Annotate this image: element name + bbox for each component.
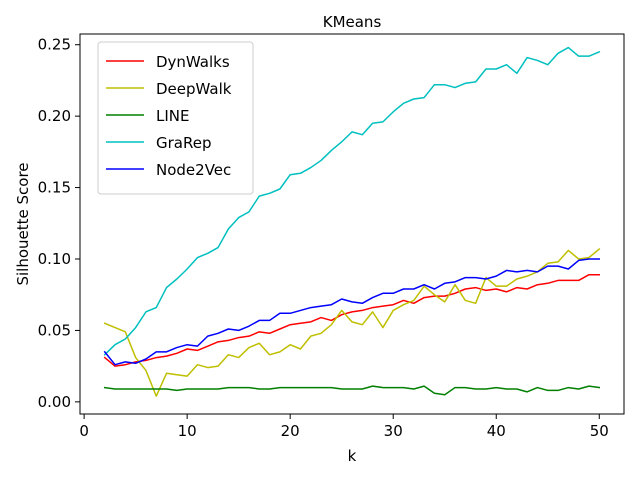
y-tick-label: 0.25 [38,36,71,54]
x-tick-label: 30 [384,422,403,440]
y-tick-label: 0.20 [38,107,71,125]
legend-label-dynwalks: DynWalks [156,53,230,71]
series-line-dynwalks [103,273,601,367]
y-tick-label: 0.05 [38,321,71,339]
series-line-node2vec [103,258,601,366]
plot-frame [79,33,625,415]
x-axis-ticks: 0 10 20 30 40 50 [79,414,609,440]
y-axis-label: Silhouette Score [14,162,32,285]
legend-box [97,41,254,195]
x-tick-label: 50 [590,422,609,440]
series-line-grarep [103,46,601,356]
legend-label-deepwalk: DeepWalk [156,80,232,98]
x-tick-label: 10 [178,422,197,440]
series-line-line [103,385,601,396]
y-tick-label: 0.15 [38,179,71,197]
x-tick-label: 20 [281,422,300,440]
legend-label-node2vec: Node2Vec [156,161,231,179]
legend: DynWalks DeepWalk LINE GraRep Node2Vec [97,41,254,195]
series-layer [103,46,601,397]
legend-label-grarep: GraRep [156,134,211,152]
chart-title: KMeans [323,13,382,31]
series-line-deepwalk [103,247,601,397]
x-axis-label: k [348,447,357,465]
x-tick-label: 0 [79,422,89,440]
y-tick-label: 0.00 [38,393,71,411]
x-tick-label: 40 [487,422,506,440]
legend-label-line: LINE [156,107,189,125]
y-tick-label: 0.10 [38,250,71,268]
y-axis-ticks: 0.00 0.05 0.10 0.15 0.20 0.25 [38,36,80,411]
